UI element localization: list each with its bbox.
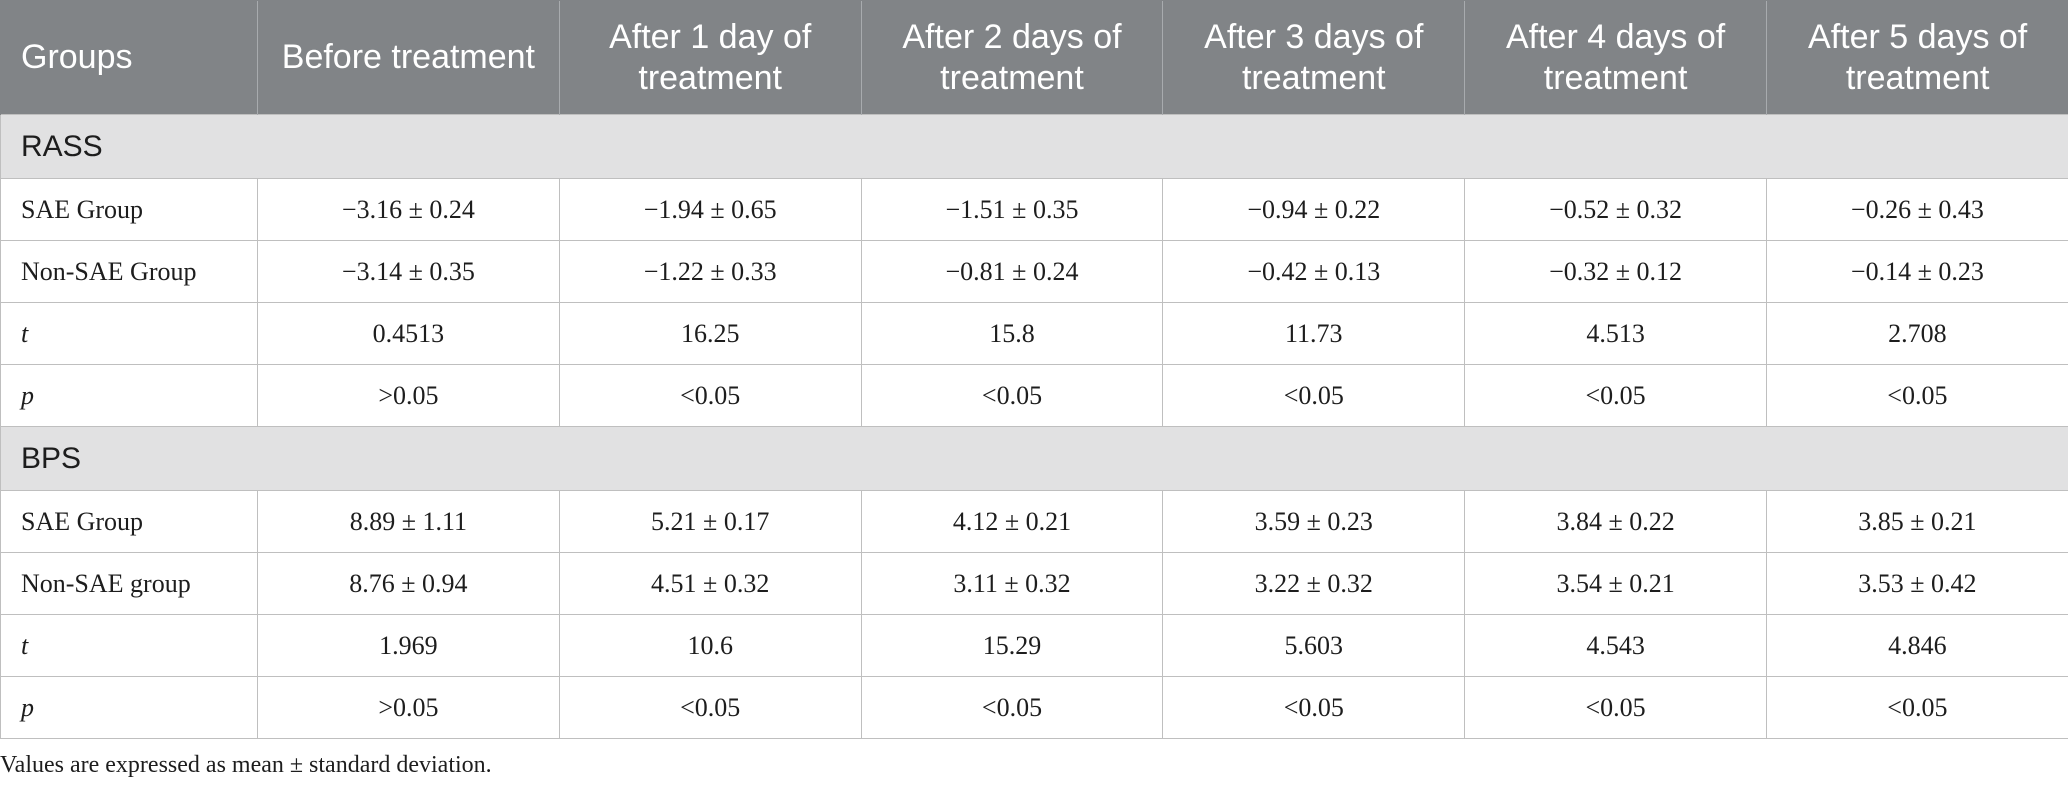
table-cell: <0.05 (1765, 676, 2068, 739)
table-cell: 1.969 (257, 614, 560, 677)
row-label: p (0, 364, 258, 427)
table-cell: <0.05 (558, 676, 862, 739)
table-cell: 16.25 (558, 302, 862, 365)
table-row: p >0.05 <0.05 <0.05 <0.05 <0.05 <0.05 (0, 676, 2068, 739)
table-cell: 4.513 (1464, 302, 1767, 365)
table-cell: 3.59 ± 0.23 (1162, 490, 1466, 553)
header-cell-day-4: After 4 days of treatment (1464, 0, 1767, 115)
row-label: t (0, 302, 258, 365)
table-cell: −1.51 ± 0.35 (860, 178, 1164, 241)
table-cell: >0.05 (257, 676, 560, 739)
table-cell: 2.708 (1765, 302, 2068, 365)
table-cell: 4.12 ± 0.21 (860, 490, 1164, 553)
header-cell-day-3: After 3 days of treatment (1162, 0, 1465, 115)
table-cell: 3.54 ± 0.21 (1464, 552, 1767, 615)
header-row: Groups Before treatment After 1 day of t… (0, 0, 2068, 115)
table-cell: −3.16 ± 0.24 (257, 178, 560, 241)
row-label: t (0, 614, 258, 677)
row-label: Non-SAE group (0, 552, 258, 615)
table-cell: 3.53 ± 0.42 (1765, 552, 2068, 615)
table-cell: 15.8 (860, 302, 1164, 365)
header-cell-day-2: After 2 days of treatment (860, 0, 1163, 115)
header-cell-before-treatment: Before treatment (257, 0, 560, 115)
table-row: SAE Group 8.89 ± 1.11 5.21 ± 0.17 4.12 ± 0.… (0, 490, 2068, 553)
row-label: SAE Group (0, 490, 258, 553)
table-cell: <0.05 (558, 364, 862, 427)
section-title: BPS (0, 426, 2068, 491)
table-cell: 3.11 ± 0.32 (860, 552, 1164, 615)
table-cell: <0.05 (1162, 676, 1466, 739)
table-cell: −0.52 ± 0.32 (1464, 178, 1767, 241)
results-table: Groups Before treatment After 1 day of t… (0, 0, 2068, 739)
table-cell: −0.32 ± 0.12 (1464, 240, 1767, 303)
table-cell: 3.85 ± 0.21 (1765, 490, 2068, 553)
table-cell: −0.26 ± 0.43 (1765, 178, 2068, 241)
header-cell-day-1: After 1 day of treatment (558, 0, 862, 115)
table-cell: 10.6 (558, 614, 862, 677)
table-cell: 0.4513 (257, 302, 560, 365)
table-cell: 3.22 ± 0.32 (1162, 552, 1466, 615)
row-label: Non-SAE Group (0, 240, 258, 303)
table-cell: <0.05 (1162, 364, 1466, 427)
table-cell: −0.81 ± 0.24 (860, 240, 1164, 303)
table-cell: 15.29 (860, 614, 1164, 677)
table-cell: 11.73 (1162, 302, 1466, 365)
table-cell: >0.05 (257, 364, 560, 427)
table-cell: 3.84 ± 0.22 (1464, 490, 1767, 553)
table-row: Non-SAE Group −3.14 ± 0.35 −1.22 ± 0.33 −0.… (0, 240, 2068, 303)
header-cell-groups: Groups (0, 0, 258, 115)
table-row: t 0.4513 16.25 15.8 11.73 4.513 2.708 (0, 302, 2068, 365)
table-cell: −0.42 ± 0.13 (1162, 240, 1466, 303)
table-cell: <0.05 (860, 676, 1164, 739)
header-cell-day-5: After 5 days of treatment (1765, 0, 2068, 115)
table-cell: <0.05 (1464, 364, 1767, 427)
table-body: RASS SAE Group −3.16 ± 0.24 −1.94 ± 0.65 −1.… (0, 114, 2068, 739)
section-row-rass: RASS (0, 114, 2068, 179)
row-label: p (0, 676, 258, 739)
table-row: Non-SAE group 8.76 ± 0.94 4.51 ± 0.32 3.11 … (0, 552, 2068, 615)
table-cell: <0.05 (1765, 364, 2068, 427)
table-cell: 8.89 ± 1.11 (257, 490, 560, 553)
table-cell: −0.14 ± 0.23 (1765, 240, 2068, 303)
table-cell: −0.94 ± 0.22 (1162, 178, 1466, 241)
section-row-bps: BPS (0, 426, 2068, 491)
table-cell: <0.05 (1464, 676, 1767, 739)
table-cell: −1.22 ± 0.33 (558, 240, 862, 303)
table-cell: 5.21 ± 0.17 (558, 490, 862, 553)
table-cell: 5.603 (1162, 614, 1466, 677)
row-label: SAE Group (0, 178, 258, 241)
table-cell: <0.05 (860, 364, 1164, 427)
table-row: p >0.05 <0.05 <0.05 <0.05 <0.05 <0.05 (0, 364, 2068, 427)
table-cell: −3.14 ± 0.35 (257, 240, 560, 303)
table-cell: 8.76 ± 0.94 (257, 552, 560, 615)
table-cell: 4.543 (1464, 614, 1767, 677)
table-header: Groups Before treatment After 1 day of t… (0, 0, 2068, 115)
table-row: SAE Group −3.16 ± 0.24 −1.94 ± 0.65 −1.51 ±… (0, 178, 2068, 241)
section-title: RASS (0, 114, 2068, 179)
table-footnote: Values are expressed as mean ± standard … (0, 752, 492, 778)
table-cell: 4.846 (1765, 614, 2068, 677)
table-cell: −1.94 ± 0.65 (558, 178, 862, 241)
table-row: t 1.969 10.6 15.29 5.603 4.543 4.846 (0, 614, 2068, 677)
table-cell: 4.51 ± 0.32 (558, 552, 862, 615)
